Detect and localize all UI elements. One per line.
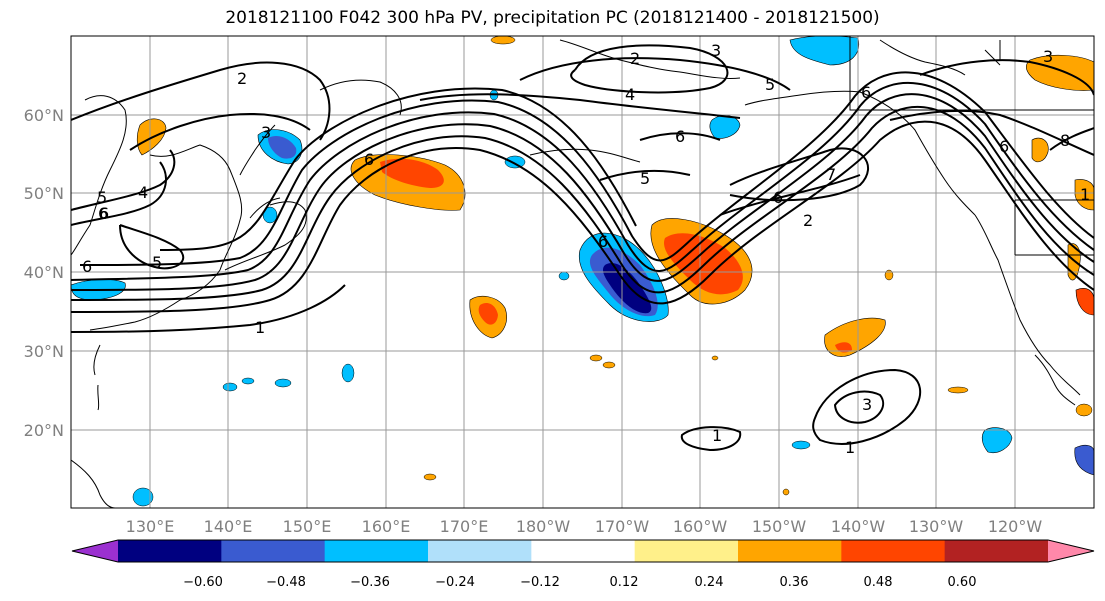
- latitude-labels: 60°N 50°N 40°N 30°N 20°N: [24, 106, 64, 440]
- colorbar-tick-label: −0.48: [266, 575, 306, 590]
- colorbar-swatch: [428, 540, 532, 562]
- colorbar-swatch: [841, 540, 946, 562]
- contour-label: 2: [630, 49, 640, 68]
- lat-label: 40°N: [24, 263, 64, 282]
- contour-label: 1: [255, 318, 265, 337]
- contour-label: 1: [712, 426, 722, 445]
- colorbar-tick-label: 0.36: [780, 575, 809, 590]
- colorbar-extension-min: [72, 540, 118, 562]
- lon-label: 170°W: [595, 517, 650, 536]
- contour-label: 3: [1043, 47, 1053, 66]
- lon-label: 170°E: [440, 517, 489, 536]
- colorbar-swatch: [944, 540, 1049, 562]
- contour-label: 5: [152, 253, 162, 272]
- map-title: 2018121100 F042 300 hPa PV, precipitatio…: [225, 8, 880, 28]
- lon-label: 180°W: [516, 517, 571, 536]
- colorbar-tick-label: −0.60: [183, 575, 223, 590]
- contour-label: 6: [773, 188, 783, 207]
- lon-label: 160°W: [673, 517, 728, 536]
- lat-label: 50°N: [24, 184, 64, 203]
- contour-label: 2: [237, 69, 247, 88]
- contour-label: 5: [640, 169, 650, 188]
- contour-label: 6: [82, 257, 92, 276]
- lat-label: 30°N: [24, 342, 64, 361]
- contour-label: 4: [625, 85, 635, 104]
- contour-label: 3: [862, 395, 872, 414]
- contour-label: 1: [1080, 185, 1090, 204]
- lon-label: 140°E: [204, 517, 253, 536]
- contour-label: 2: [803, 211, 813, 230]
- colorbar-tick-label: −0.12: [520, 575, 560, 590]
- colorbar-tick-label: −0.24: [435, 575, 475, 590]
- contour-label: 5: [765, 75, 775, 94]
- colorbar-tick-label: −0.36: [350, 575, 390, 590]
- colorbar-swatch: [221, 540, 326, 562]
- contour-label: 6: [861, 83, 871, 102]
- colorbar-tick-label: 0.60: [948, 575, 977, 590]
- contour-label: 6: [999, 137, 1009, 156]
- colorbar-extension-max: [1048, 540, 1094, 562]
- lon-label: 140°W: [831, 517, 886, 536]
- colorbar-swatch: [118, 540, 222, 562]
- lon-label: 120°W: [988, 517, 1043, 536]
- contour-label: 6: [598, 232, 608, 251]
- contour-label: 1: [845, 438, 855, 457]
- contour-label: 6: [364, 150, 374, 169]
- contour-label: 3: [711, 41, 721, 60]
- contour-label: 6: [99, 204, 109, 223]
- colorbar-tick-label: 0.48: [864, 575, 893, 590]
- colorbar-outline: [71, 539, 1095, 563]
- lon-label: 150°E: [283, 517, 332, 536]
- colorbar-labels: −0.60 −0.48 −0.36 −0.24 −0.12 0.12 0.24 …: [183, 575, 976, 590]
- lat-label: 60°N: [24, 106, 64, 125]
- contour-label: 3: [261, 123, 271, 142]
- colorbar-tick-label: 0.12: [610, 575, 639, 590]
- contour-label: 5: [97, 188, 107, 207]
- contour-label: 7: [826, 165, 836, 184]
- colorbar-swatch: [324, 540, 429, 562]
- lon-label: 160°E: [362, 517, 411, 536]
- pv-contours: [71, 44, 1094, 452]
- contour-label: 8: [1060, 131, 1070, 150]
- lon-label: 150°W: [752, 517, 807, 536]
- colorbar-swatch: [531, 540, 636, 562]
- lat-label: 20°N: [24, 421, 64, 440]
- colorbar-swatch: [634, 540, 739, 562]
- contour-label: 6: [675, 127, 685, 146]
- longitude-labels: 130°E 140°E 150°E 160°E 170°E 180°W 170°…: [126, 517, 1043, 536]
- colorbar-tick-label: 0.24: [695, 575, 724, 590]
- colorbar-swatch: [738, 540, 842, 562]
- lon-label: 130°E: [126, 517, 175, 536]
- lon-label: 130°W: [909, 517, 964, 536]
- map-frame: [70, 35, 1095, 509]
- contour-labels: 2 3 6 5 6 5 6 4 3 1 6 6 5 6 7 6 2 1 3 1 …: [82, 41, 1090, 457]
- contour-label: 4: [138, 183, 148, 202]
- contour-label: 6: [98, 204, 108, 223]
- colorbar: [71, 539, 1095, 563]
- coastlines: [71, 36, 1094, 508]
